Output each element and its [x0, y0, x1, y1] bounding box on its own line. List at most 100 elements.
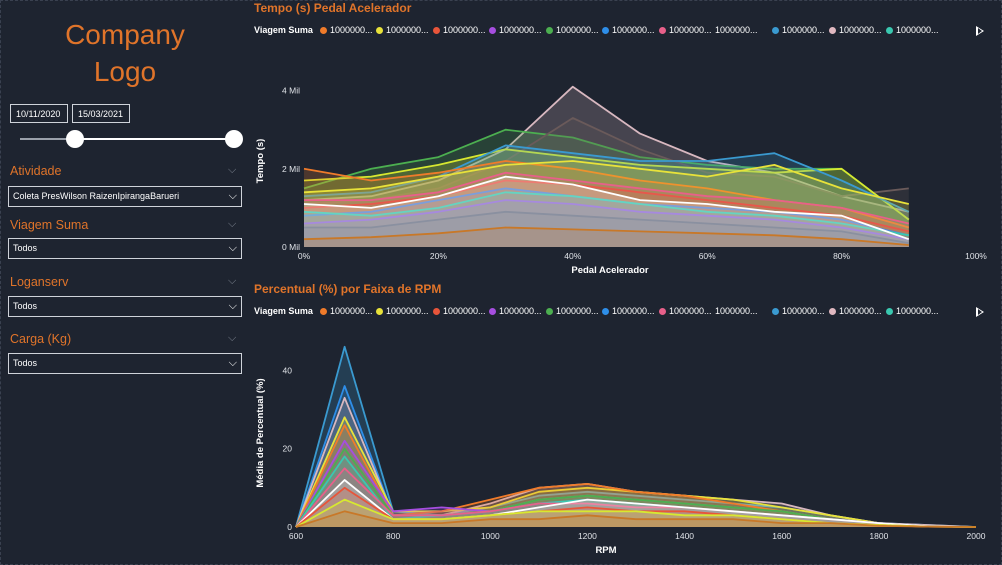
legend-item[interactable]: 1000000...	[376, 25, 429, 35]
series-area	[304, 211, 909, 247]
legend-item[interactable]: 1000000...	[715, 306, 758, 316]
y-tick-label: 0 Mil	[282, 242, 300, 252]
chevron-down-icon: ⌵	[228, 357, 237, 369]
legend-text: 1000000...	[839, 306, 882, 316]
slicer-atividade-title: Atividade	[10, 164, 62, 178]
legend-dot	[659, 27, 666, 35]
chart1-legend: Viagem Suma 1000000... 1000000... 1000000.…	[254, 25, 974, 39]
legend-item[interactable]: 1000000...	[320, 306, 373, 316]
date-start-input[interactable]: 10/11/2020	[10, 104, 68, 123]
series-line	[303, 191, 909, 237]
x-axis-title: RPM	[595, 545, 616, 556]
slicer-viagem-title: Viagem Suma	[10, 218, 89, 232]
legend-item[interactable]: 1000000...	[772, 306, 825, 316]
legend-item[interactable]: 1000000...	[772, 25, 825, 35]
series-line	[303, 128, 910, 221]
chevron-down-icon: ⌵	[228, 242, 237, 254]
x-tick-label: 1400	[675, 531, 694, 541]
x-tick-label: 0%	[298, 251, 311, 261]
series-line	[303, 117, 909, 205]
legend-item[interactable]: 1000000...	[433, 25, 486, 35]
legend-dot	[376, 27, 383, 35]
company-logo: Company Logo	[40, 16, 210, 90]
legend-item[interactable]: 1000000...	[433, 306, 486, 316]
legend-item[interactable]: 1000000...	[659, 25, 712, 35]
slicer-viagem-value: Todos	[13, 243, 38, 253]
legend-text: 1000000...	[669, 306, 712, 316]
filter-sidebar: Company Logo 10/11/2020 15/03/2021 Ativi…	[0, 0, 248, 565]
legend-item[interactable]: 1000000...	[886, 306, 939, 316]
x-tick-label: 40%	[564, 251, 581, 261]
series-area	[304, 86, 909, 247]
y-tick-label: 0	[287, 522, 292, 532]
slicer-loganserv-value: Todos	[13, 301, 38, 311]
slicer-atividade-value: Coleta PresWilson RaizenIpirangaBarueri	[13, 191, 180, 201]
legend-dot	[376, 308, 383, 316]
x-tick-label: 80%	[833, 251, 850, 261]
series-area	[304, 161, 909, 247]
legend-item[interactable]: 1000000...	[546, 306, 599, 316]
series-area	[296, 397, 976, 527]
slicer-loganserv-dropdown[interactable]: Todos ⌵	[8, 296, 242, 317]
chevron-down-icon: ⌵	[228, 300, 237, 312]
x-axis-title: Pedal Acelerador	[571, 265, 649, 276]
play-icon[interactable]	[976, 307, 984, 317]
date-slider-start-handle[interactable]	[66, 130, 84, 148]
chevron-down-icon[interactable]: ⌵	[228, 218, 237, 230]
series-area	[296, 346, 976, 527]
legend-item[interactable]: 1000000...	[829, 306, 882, 316]
legend-item[interactable]: 1000000...	[829, 25, 882, 35]
chevron-down-icon[interactable]: ⌵	[228, 275, 237, 287]
legend-text: 1000000...	[386, 306, 429, 316]
legend-item[interactable]: 1000000...	[489, 306, 542, 316]
legend-item[interactable]: 1000000...	[715, 25, 758, 35]
slicer-viagem-dropdown[interactable]: Todos ⌵	[8, 238, 242, 259]
legend-text: 1000000...	[330, 25, 373, 35]
legend-item[interactable]: 1000000...	[376, 306, 429, 316]
legend-item[interactable]: 1000000...	[602, 25, 655, 35]
series-area	[296, 511, 976, 527]
y-axis-title: Tempo (s)	[255, 139, 266, 184]
legend-item[interactable]: 1000000...	[886, 25, 939, 35]
legend-text: 1000000...	[715, 25, 758, 35]
legend-text: 1000000...	[782, 25, 825, 35]
date-slider-end-handle[interactable]	[225, 130, 243, 148]
play-icon[interactable]	[976, 26, 984, 36]
chevron-down-icon[interactable]: ⌵	[228, 332, 237, 344]
legend-dot	[320, 308, 327, 316]
y-tick-label: 40	[283, 365, 293, 375]
legend-text: 1000000...	[715, 306, 758, 316]
legend-dot	[489, 308, 496, 316]
date-end-input[interactable]: 15/03/2021	[72, 104, 130, 123]
y-tick-label: 4 Mil	[282, 86, 300, 96]
legend-dot	[489, 27, 496, 35]
legend-dot	[433, 308, 440, 316]
series-line	[303, 160, 910, 205]
legend-item[interactable]: 1000000...	[659, 306, 712, 316]
date-slider-range-fill	[75, 138, 234, 140]
legend-text: 1000000...	[499, 306, 542, 316]
chevron-down-icon: ⌵	[228, 190, 237, 202]
x-tick-label: 20%	[430, 251, 447, 261]
legend-item[interactable]: 1000000...	[602, 306, 655, 316]
legend-label: Viagem Suma	[254, 25, 313, 35]
series-area	[304, 161, 909, 247]
legend-item[interactable]: 1000000...	[546, 25, 599, 35]
x-tick-label: 800	[386, 531, 400, 541]
y-axis-title: Média de Percentual (%)	[255, 378, 266, 487]
legend-text: 1000000...	[499, 25, 542, 35]
legend-text: 1000000...	[330, 306, 373, 316]
legend-item[interactable]: 1000000...	[489, 25, 542, 35]
chevron-down-icon[interactable]: ⌵	[228, 164, 237, 176]
legend-text: 1000000...	[556, 306, 599, 316]
legend-text: 1000000...	[386, 25, 429, 35]
slicer-atividade-dropdown[interactable]: Coleta PresWilson RaizenIpirangaBarueri …	[8, 186, 242, 207]
legend-dot	[829, 308, 836, 316]
series-area	[296, 468, 976, 527]
legend-item[interactable]: 1000000...	[320, 25, 373, 35]
series-line	[304, 171, 910, 225]
series-area	[296, 456, 976, 527]
series-area	[304, 145, 909, 247]
x-tick-label: 2000	[967, 531, 986, 541]
slicer-carga-dropdown[interactable]: Todos ⌵	[8, 353, 242, 374]
